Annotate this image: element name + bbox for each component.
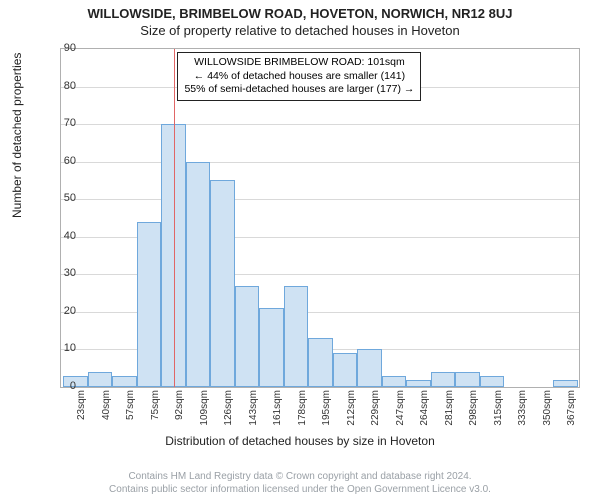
annotation-line-3: 55% of semi-detached houses are larger (… bbox=[184, 83, 414, 97]
histogram-bar bbox=[112, 376, 137, 387]
y-tick-label: 70 bbox=[46, 117, 76, 129]
y-tick-label: 40 bbox=[46, 230, 76, 242]
x-tick-label: 195sqm bbox=[321, 390, 332, 430]
x-tick-label: 264sqm bbox=[419, 390, 430, 430]
x-tick-label: 229sqm bbox=[370, 390, 381, 430]
x-tick-label: 247sqm bbox=[395, 390, 406, 430]
histogram-bar bbox=[406, 380, 431, 388]
page-title: WILLOWSIDE, BRIMBELOW ROAD, HOVETON, NOR… bbox=[0, 6, 600, 21]
x-tick-label: 143sqm bbox=[248, 390, 259, 430]
annotation-line-2: ← 44% of detached houses are smaller (14… bbox=[184, 70, 414, 84]
y-tick-label: 30 bbox=[46, 267, 76, 279]
y-tick-label: 10 bbox=[46, 342, 76, 354]
histogram-bar bbox=[553, 380, 578, 388]
x-tick-label: 350sqm bbox=[542, 390, 553, 430]
x-tick-label: 333sqm bbox=[517, 390, 528, 430]
property-marker-line bbox=[174, 49, 175, 387]
y-tick-label: 60 bbox=[46, 155, 76, 167]
histogram-bar bbox=[308, 338, 333, 387]
histogram-bar bbox=[161, 124, 186, 387]
histogram-bar bbox=[235, 286, 260, 387]
gridline bbox=[61, 199, 579, 200]
x-tick-label: 92sqm bbox=[174, 390, 185, 430]
histogram-bar bbox=[284, 286, 309, 387]
footer-line-2: Contains public sector information licen… bbox=[0, 484, 600, 497]
x-tick-label: 40sqm bbox=[101, 390, 112, 430]
x-tick-label: 161sqm bbox=[272, 390, 283, 430]
histogram-chart: WILLOWSIDE BRIMBELOW ROAD: 101sqm← 44% o… bbox=[60, 48, 580, 388]
x-tick-label: 23sqm bbox=[76, 390, 87, 430]
annotation-box: WILLOWSIDE BRIMBELOW ROAD: 101sqm← 44% o… bbox=[177, 52, 421, 101]
histogram-bar bbox=[455, 372, 480, 387]
gridline bbox=[61, 162, 579, 163]
histogram-bar bbox=[259, 308, 284, 387]
histogram-bar bbox=[210, 180, 235, 387]
gridline bbox=[61, 124, 579, 125]
histogram-bar bbox=[333, 353, 358, 387]
y-tick-label: 50 bbox=[46, 192, 76, 204]
y-tick-label: 0 bbox=[46, 380, 76, 392]
histogram-bar bbox=[88, 372, 113, 387]
x-axis-label: Distribution of detached houses by size … bbox=[0, 434, 600, 448]
x-tick-label: 298sqm bbox=[468, 390, 479, 430]
x-tick-label: 126sqm bbox=[223, 390, 234, 430]
annotation-line-1: WILLOWSIDE BRIMBELOW ROAD: 101sqm bbox=[184, 56, 414, 70]
x-tick-label: 281sqm bbox=[444, 390, 455, 430]
footer-line-1: Contains HM Land Registry data © Crown c… bbox=[0, 471, 600, 484]
y-tick-label: 20 bbox=[46, 305, 76, 317]
x-tick-label: 315sqm bbox=[493, 390, 504, 430]
x-tick-label: 75sqm bbox=[150, 390, 161, 430]
y-tick-label: 80 bbox=[46, 80, 76, 92]
histogram-bar bbox=[186, 162, 211, 387]
x-tick-label: 57sqm bbox=[125, 390, 136, 430]
page-subtitle: Size of property relative to detached ho… bbox=[0, 23, 600, 38]
x-tick-label: 109sqm bbox=[199, 390, 210, 430]
footer-attribution: Contains HM Land Registry data © Crown c… bbox=[0, 471, 600, 496]
histogram-bar bbox=[382, 376, 407, 387]
x-tick-label: 212sqm bbox=[346, 390, 357, 430]
histogram-bar bbox=[137, 222, 162, 387]
x-tick-label: 178sqm bbox=[297, 390, 308, 430]
histogram-bar bbox=[431, 372, 456, 387]
histogram-bar bbox=[357, 349, 382, 387]
histogram-bar bbox=[480, 376, 505, 387]
y-axis-label: Number of detached properties bbox=[10, 53, 24, 218]
y-tick-label: 90 bbox=[46, 42, 76, 54]
x-tick-label: 367sqm bbox=[566, 390, 577, 430]
